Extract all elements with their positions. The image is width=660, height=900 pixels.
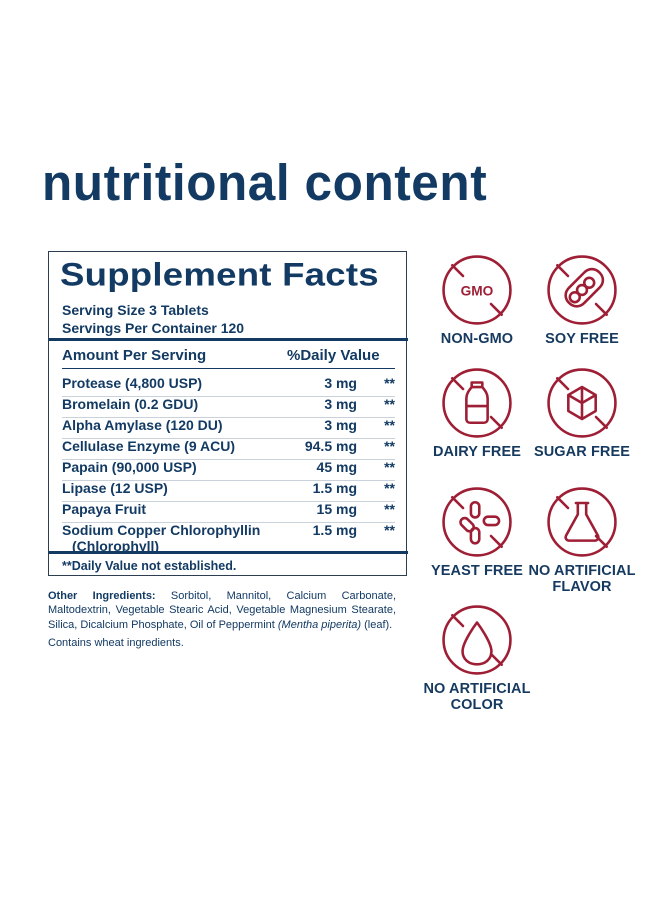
svg-text:GMO: GMO (461, 283, 494, 298)
